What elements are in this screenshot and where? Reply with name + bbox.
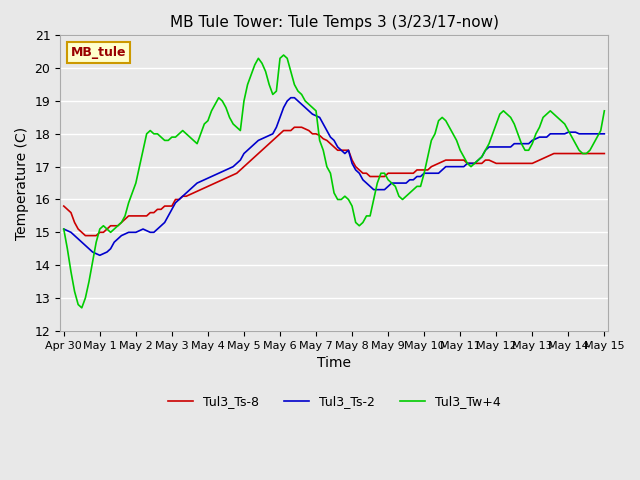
Tul3_Ts-8 xyxy=(600,151,608,156)
Y-axis label: Temperature (C): Temperature (C) xyxy=(15,127,29,240)
Tul3_Ts-8 xyxy=(445,157,453,163)
Tul3_Ts-2 xyxy=(600,131,608,137)
Tul3_Ts-2 xyxy=(255,137,262,143)
Tul3_Ts-2 xyxy=(60,226,68,232)
Tul3_Ts-8 xyxy=(395,170,403,176)
Tul3_Tw+4 xyxy=(445,124,453,130)
Tul3_Ts-8 xyxy=(255,151,262,156)
Tul3_Ts-8 xyxy=(60,203,68,209)
Tul3_Ts-8 xyxy=(81,233,89,239)
Tul3_Tw+4 xyxy=(597,128,605,133)
Line: Tul3_Tw+4: Tul3_Tw+4 xyxy=(64,55,604,308)
Tul3_Ts-2 xyxy=(410,177,417,183)
Line: Tul3_Ts-2: Tul3_Ts-2 xyxy=(64,98,604,255)
Line: Tul3_Ts-8: Tul3_Ts-8 xyxy=(64,127,604,236)
Tul3_Tw+4 xyxy=(395,193,403,199)
Legend: Tul3_Ts-8, Tul3_Ts-2, Tul3_Tw+4: Tul3_Ts-8, Tul3_Ts-2, Tul3_Tw+4 xyxy=(163,390,506,413)
Tul3_Ts-2 xyxy=(445,164,453,169)
Tul3_Ts-2 xyxy=(330,137,338,143)
Tul3_Tw+4 xyxy=(600,108,608,114)
Tul3_Tw+4 xyxy=(410,187,417,192)
Tul3_Ts-8 xyxy=(330,144,338,150)
X-axis label: Time: Time xyxy=(317,356,351,370)
Title: MB Tule Tower: Tule Temps 3 (3/23/17-now): MB Tule Tower: Tule Temps 3 (3/23/17-now… xyxy=(170,15,499,30)
Tul3_Tw+4 xyxy=(280,52,287,58)
Tul3_Tw+4 xyxy=(330,190,338,196)
Tul3_Ts-8 xyxy=(410,170,417,176)
Tul3_Ts-2 xyxy=(96,252,104,258)
Tul3_Ts-8 xyxy=(597,151,605,156)
Text: MB_tule: MB_tule xyxy=(71,46,127,59)
Tul3_Ts-2 xyxy=(597,131,605,137)
Tul3_Tw+4 xyxy=(78,305,86,311)
Tul3_Tw+4 xyxy=(255,55,262,61)
Tul3_Ts-2 xyxy=(287,95,294,101)
Tul3_Ts-8 xyxy=(291,124,298,130)
Tul3_Ts-2 xyxy=(395,180,403,186)
Tul3_Tw+4 xyxy=(60,226,68,232)
